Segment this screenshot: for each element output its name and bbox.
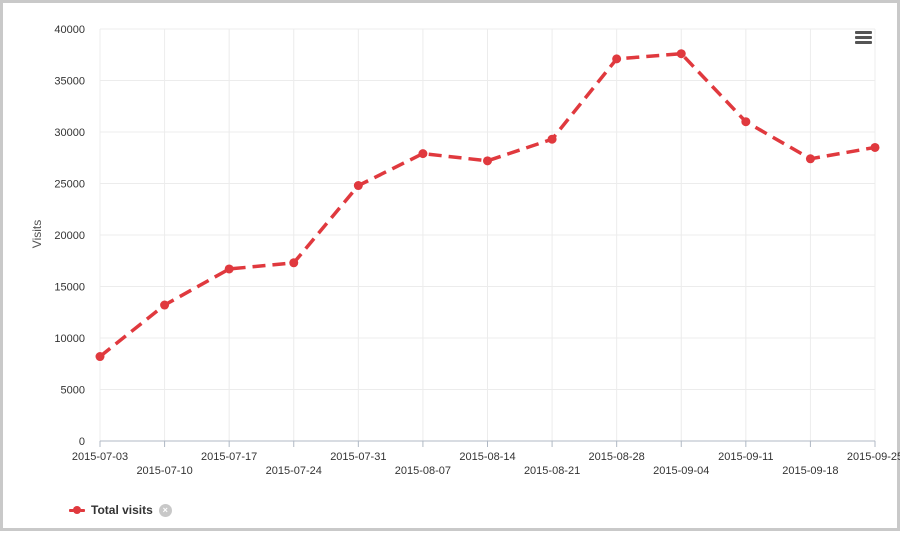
y-tick-label: 0 xyxy=(79,436,85,448)
data-point[interactable] xyxy=(612,54,622,64)
y-tick-label: 5000 xyxy=(61,385,85,397)
y-tick-label: 15000 xyxy=(54,282,85,294)
x-tick-label: 2015-08-28 xyxy=(589,451,645,463)
line-chart: 0 5000 10000 15000 20000 25000 30000 35000 40000… xyxy=(30,24,900,477)
data-point[interactable] xyxy=(547,134,557,144)
data-point[interactable] xyxy=(95,352,105,362)
legend-line-marker-icon xyxy=(69,504,85,516)
x-tick-label: 2015-07-03 xyxy=(72,451,128,463)
data-point[interactable] xyxy=(483,156,492,166)
data-point[interactable] xyxy=(805,154,815,164)
data-point[interactable] xyxy=(353,181,363,191)
y-tick-label: 40000 xyxy=(54,24,85,36)
legend-remove-icon[interactable]: × xyxy=(158,503,172,517)
x-tick-label: 2015-07-17 xyxy=(201,451,257,463)
axes xyxy=(99,440,876,447)
x-tick-label: 2015-08-14 xyxy=(459,451,515,463)
legend-item-total-visits[interactable]: Total visits × xyxy=(69,500,172,520)
x-tick-label: 2015-09-18 xyxy=(782,465,838,477)
data-points xyxy=(95,49,880,362)
x-tick-label: 2015-09-11 xyxy=(718,451,773,463)
data-point[interactable] xyxy=(870,142,880,152)
x-tick-label: 2015-08-07 xyxy=(395,465,451,477)
data-point[interactable] xyxy=(676,49,686,59)
data-point[interactable] xyxy=(418,149,428,159)
x-axis-labels: 2015-07-03 2015-07-10 2015-07-17 2015-07-24… xyxy=(72,451,900,477)
data-point[interactable] xyxy=(224,264,234,274)
x-tick-label: 2015-07-31 xyxy=(330,451,386,463)
y-tick-label: 25000 xyxy=(54,179,85,191)
legend-label: Total visits xyxy=(91,503,153,517)
y-tick-label: 20000 xyxy=(54,230,85,242)
hamburger-menu-icon[interactable] xyxy=(853,29,875,47)
data-point[interactable] xyxy=(289,258,299,268)
y-axis-labels: 0 5000 10000 15000 20000 25000 30000 35000 40000 xyxy=(54,24,85,448)
grid-lines xyxy=(99,28,876,441)
data-point[interactable] xyxy=(160,300,170,310)
y-tick-label: 35000 xyxy=(54,76,85,88)
x-tick-label: 2015-08-21 xyxy=(524,465,580,477)
y-tick-label: 30000 xyxy=(54,127,85,139)
x-tick-label: 2015-09-25 xyxy=(847,451,900,463)
x-tick-label: 2015-09-04 xyxy=(653,465,709,477)
y-axis-title: Visits xyxy=(30,220,44,248)
y-tick-label: 10000 xyxy=(54,333,85,345)
data-point[interactable] xyxy=(741,117,751,127)
x-tick-label: 2015-07-10 xyxy=(136,465,192,477)
x-tick-label: 2015-07-24 xyxy=(266,465,322,477)
